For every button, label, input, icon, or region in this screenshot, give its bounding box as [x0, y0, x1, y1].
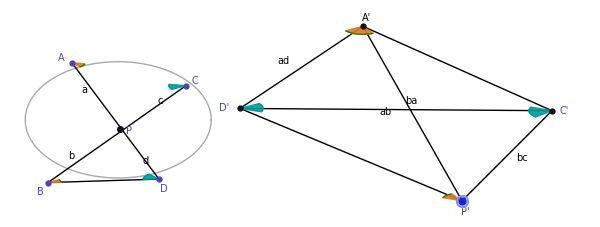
Text: A': A': [361, 13, 371, 23]
Wedge shape: [48, 180, 61, 183]
Text: B: B: [37, 186, 44, 196]
Wedge shape: [529, 108, 552, 117]
Text: C': C': [559, 105, 568, 115]
Text: D': D': [219, 103, 229, 113]
Wedge shape: [240, 104, 263, 112]
Text: ab: ab: [379, 107, 392, 117]
Text: b: b: [68, 150, 74, 160]
Text: d: d: [143, 155, 149, 165]
Text: ad: ad: [277, 56, 290, 66]
Text: bc: bc: [516, 152, 527, 162]
Text: a: a: [81, 85, 87, 95]
Text: c: c: [158, 96, 163, 106]
Text: ba: ba: [405, 96, 417, 106]
Wedge shape: [169, 85, 186, 90]
Wedge shape: [443, 194, 462, 201]
Text: C: C: [192, 75, 199, 85]
Text: P: P: [126, 126, 132, 136]
Wedge shape: [72, 64, 85, 68]
Text: D: D: [160, 183, 167, 193]
Text: A: A: [58, 52, 65, 62]
Text: P': P': [461, 207, 469, 217]
Wedge shape: [143, 175, 159, 180]
Wedge shape: [346, 27, 373, 35]
